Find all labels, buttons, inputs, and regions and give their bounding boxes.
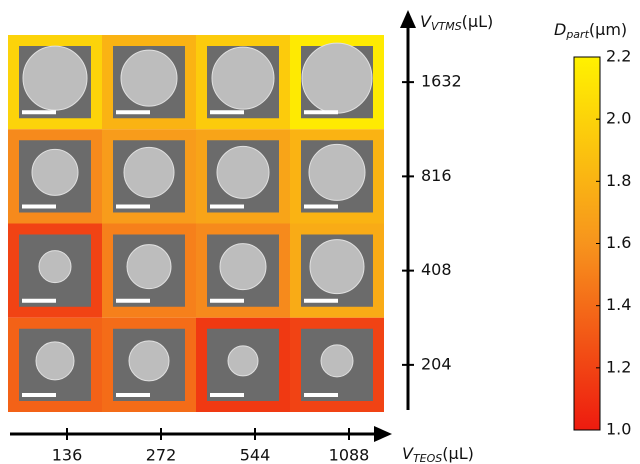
- particle: [220, 244, 266, 290]
- x-label-subscript: TEOS: [413, 452, 442, 464]
- particle: [309, 144, 365, 200]
- scale-bar: [210, 299, 244, 303]
- colorbar-title: Dpart(μm): [554, 20, 627, 42]
- y-label-unit: (μL): [462, 12, 494, 31]
- particle: [212, 47, 274, 109]
- colorbar-tick-label: 1.8: [606, 171, 631, 190]
- scale-bar: [210, 205, 244, 209]
- scale-bar: [304, 110, 338, 114]
- cbar-title-subscript: part: [565, 28, 589, 41]
- scale-bar: [22, 110, 56, 114]
- scale-bar: [22, 299, 56, 303]
- scale-bar: [304, 393, 338, 397]
- particle: [129, 341, 169, 381]
- scale-bar: [304, 205, 338, 209]
- scale-bar: [304, 299, 338, 303]
- x-tick-label: 136: [52, 446, 83, 464]
- particle: [124, 147, 174, 197]
- x-axis-arrow: [374, 426, 392, 442]
- particle: [32, 149, 78, 195]
- particle: [302, 43, 372, 113]
- scale-bar: [116, 393, 150, 397]
- particle: [217, 146, 269, 198]
- cbar-title-symbol: D: [554, 20, 566, 39]
- scale-bar: [210, 110, 244, 114]
- x-axis-label: VTEOS(μL): [402, 444, 474, 464]
- particle: [321, 345, 353, 377]
- scale-bar: [210, 393, 244, 397]
- x-tick-label: 272: [146, 446, 177, 464]
- colorbar-tick-label: 1.2: [606, 357, 631, 376]
- scale-bar: [116, 299, 150, 303]
- particle: [39, 251, 71, 283]
- x-tick-label: 544: [240, 446, 271, 464]
- colorbar-tick-label: 2.0: [606, 109, 631, 128]
- y-tick-label: 1632: [421, 72, 462, 91]
- particle: [36, 342, 74, 380]
- y-tick-label: 408: [421, 260, 452, 279]
- figure: VVTMS(μL) VTEOS(μL) Dpart(μm) 136 272 544 1…: [0, 0, 640, 464]
- y-tick-label: 204: [421, 354, 452, 373]
- particle: [310, 240, 364, 294]
- scale-bar: [22, 205, 56, 209]
- y-label-subscript: VTMS: [431, 20, 462, 33]
- particle: [121, 50, 177, 106]
- particle: [228, 346, 258, 376]
- colorbar-tick-label: 1.0: [606, 420, 631, 439]
- scale-bar: [116, 205, 150, 209]
- scale-bar: [22, 393, 56, 397]
- y-axis-label: VVTMS(μL): [420, 12, 493, 34]
- colorbar-tick-label: 2.2: [606, 47, 631, 66]
- x-label-unit: (μL): [442, 444, 474, 463]
- colorbar-tick-label: 1.6: [606, 233, 631, 252]
- y-axis-arrow: [400, 10, 416, 28]
- particle: [23, 46, 87, 110]
- y-tick-label: 816: [421, 166, 452, 185]
- cbar-title-unit: (μm): [589, 20, 627, 39]
- particle: [127, 245, 171, 289]
- colorbar-tick-label: 1.4: [606, 295, 631, 314]
- scale-bar: [116, 110, 150, 114]
- x-tick-label: 1088: [329, 446, 370, 464]
